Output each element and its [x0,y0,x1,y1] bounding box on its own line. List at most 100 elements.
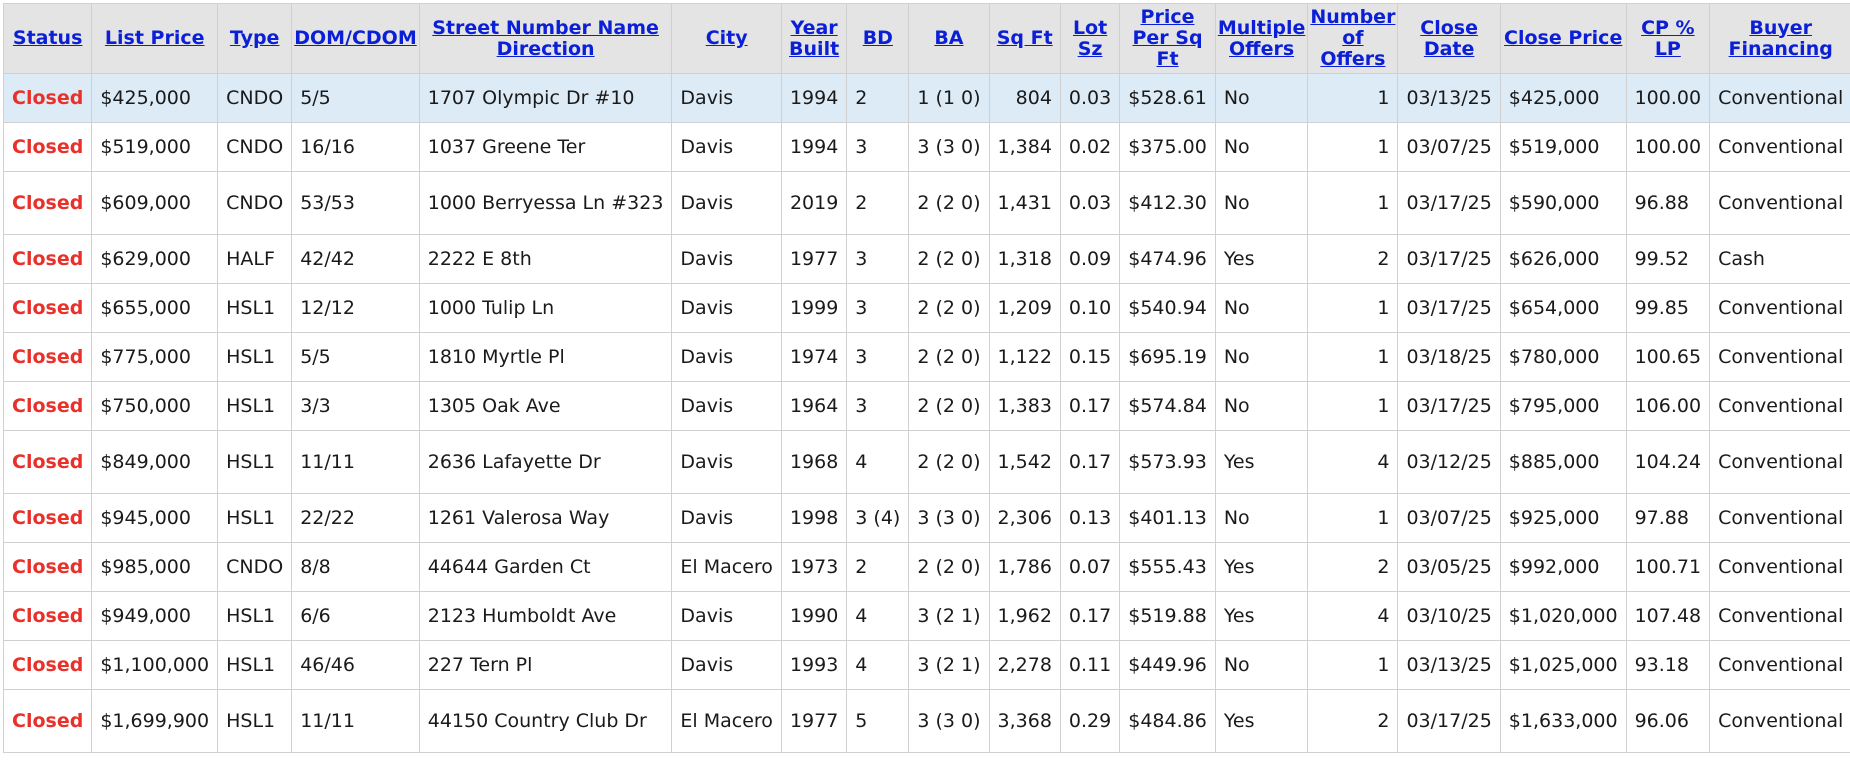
table-row[interactable]: Closed $949,000 HSL1 6/6 2123 Humboldt Ave Da… [2,591,1850,641]
cell-number-of-offers: 1 [1307,122,1399,172]
cell-address: 2222 E 8th [418,234,673,284]
cell-ba: 3 (3 0) [908,689,990,753]
cell-sq-ft: 1,962 [988,591,1061,641]
cell-close-price: $654,000 [1499,283,1627,333]
sort-link-city[interactable]: City [705,27,748,49]
col-header-year-built[interactable]: Year Built [780,3,848,74]
cell-multiple-offers: Yes [1214,591,1309,641]
cell-list-price: $849,000 [91,430,219,494]
sort-link-buyer-financing[interactable]: Buyer Financing [1728,16,1833,60]
cell-close-date: 03/12/25 [1397,430,1501,494]
cell-cp-lp: 93.18 [1625,640,1711,690]
table-row[interactable]: Closed $985,000 CNDO 8/8 44644 Garden Ct El M… [2,542,1850,592]
col-header-bd[interactable]: BD [846,3,910,74]
col-header-city[interactable]: City [671,3,782,74]
table-row[interactable]: Closed $849,000 HSL1 11/11 2636 Lafayette Dr… [2,430,1850,494]
cell-cp-lp: 107.48 [1625,591,1711,641]
sort-link-sq-ft[interactable]: Sq Ft [996,27,1053,49]
table-row[interactable]: Closed $945,000 HSL1 22/22 1261 Valerosa Way… [2,493,1850,543]
table-row[interactable]: Closed $425,000 CNDO 5/5 1707 Olympic Dr #10… [2,73,1850,123]
cell-ba: 3 (2 1) [908,591,990,641]
cell-multiple-offers: No [1214,332,1309,382]
col-header-sq-ft[interactable]: Sq Ft [988,3,1061,74]
cell-bd: 3 [846,381,910,431]
sort-link-list-price[interactable]: List Price [104,27,205,49]
sort-link-type[interactable]: Type [229,27,280,49]
cell-cp-lp: 100.00 [1625,73,1711,123]
cell-dom-cdom: 6/6 [291,591,420,641]
cell-year-built: 1993 [780,640,848,690]
table-row[interactable]: Closed $655,000 HSL1 12/12 1000 Tulip Ln Davi… [2,283,1850,333]
cell-close-date: 03/17/25 [1397,283,1501,333]
cell-year-built: 1998 [780,493,848,543]
cell-ba: 2 (2 0) [908,381,990,431]
cell-type: HSL1 [217,493,293,543]
col-header-dom-cdom[interactable]: DOM/CDOM [291,3,420,74]
col-header-lot-sz[interactable]: Lot Sz [1059,3,1121,74]
col-header-ba[interactable]: BA [908,3,990,74]
sort-link-close-date[interactable]: Close Date [1420,16,1478,60]
table-row[interactable]: Closed $629,000 HALF 42/42 2222 E 8th Davis 19… [2,234,1850,284]
cell-number-of-offers: 2 [1307,234,1399,284]
cell-close-date: 03/07/25 [1397,493,1501,543]
cell-cp-lp: 100.65 [1625,332,1711,382]
cell-bd: 4 [846,430,910,494]
cell-sq-ft: 2,278 [988,640,1061,690]
cell-sq-ft: 1,122 [988,332,1061,382]
sort-link-price-per-sqft[interactable]: Price Per Sq Ft [1132,6,1203,70]
col-header-cp-lp[interactable]: CP % LP [1625,3,1711,74]
sort-link-address[interactable]: Street Number Name Direction [432,16,659,60]
cell-multiple-offers: No [1214,381,1309,431]
col-header-price-per-sqft[interactable]: Price Per Sq Ft [1119,3,1216,74]
col-header-close-date[interactable]: Close Date [1397,3,1501,74]
cell-multiple-offers: No [1214,640,1309,690]
cell-cp-lp: 99.85 [1625,283,1711,333]
table-row[interactable]: Closed $775,000 HSL1 5/5 1810 Myrtle Pl Davis… [2,332,1850,382]
table-row[interactable]: Closed $609,000 CNDO 53/53 1000 Berryessa Ln… [2,171,1850,235]
sort-link-ba[interactable]: BA [934,27,964,49]
cell-city: Davis [671,283,782,333]
cell-type: HSL1 [217,591,293,641]
cell-address: 1000 Tulip Ln [418,283,673,333]
cell-year-built: 1973 [780,542,848,592]
sort-link-year-built[interactable]: Year Built [789,16,840,60]
cell-price-per-sqft: $574.84 [1119,381,1216,431]
cell-price-per-sqft: $540.94 [1119,283,1216,333]
sort-link-close-price[interactable]: Close Price [1504,27,1623,49]
col-header-status[interactable]: Status [2,3,93,74]
sort-link-cp-lp[interactable]: CP % LP [1641,16,1695,60]
col-header-list-price[interactable]: List Price [91,3,219,74]
cell-multiple-offers: Yes [1214,689,1309,753]
col-header-type[interactable]: Type [217,3,293,74]
cell-ba: 3 (3 0) [908,122,990,172]
col-header-multiple-offers[interactable]: Multiple Offers [1214,3,1309,74]
cell-buyer-financing: Cash [1709,234,1850,284]
sort-link-number-of-offers[interactable]: Number of Offers [1310,6,1396,70]
cell-address: 1707 Olympic Dr #10 [418,73,673,123]
sort-link-status[interactable]: Status [12,27,83,49]
col-header-buyer-financing[interactable]: Buyer Financing [1709,3,1850,74]
col-header-address[interactable]: Street Number Name Direction [418,3,673,74]
cell-year-built: 1977 [780,689,848,753]
cell-bd: 3 (4) [846,493,910,543]
col-header-close-price[interactable]: Close Price [1499,3,1627,74]
table-row[interactable]: Closed $1,100,000 HSL1 46/46 227 Tern Pl Davi… [2,640,1850,690]
table-row[interactable]: Closed $519,000 CNDO 16/16 1037 Greene Ter Da… [2,122,1850,172]
sort-link-dom-cdom[interactable]: DOM/CDOM [294,27,417,49]
cell-buyer-financing: Conventional [1709,493,1850,543]
cell-year-built: 1968 [780,430,848,494]
cell-list-price: $1,100,000 [91,640,219,690]
sort-link-lot-sz[interactable]: Lot Sz [1072,16,1108,60]
col-header-number-of-offers[interactable]: Number of Offers [1307,3,1399,74]
cell-buyer-financing: Conventional [1709,591,1850,641]
cell-status: Closed [2,73,93,123]
cell-close-price: $1,020,000 [1499,591,1627,641]
sort-link-bd[interactable]: BD [862,27,893,49]
cell-type: HSL1 [217,689,293,753]
table-row[interactable]: Closed $750,000 HSL1 3/3 1305 Oak Ave Davis 19… [2,381,1850,431]
cell-multiple-offers: No [1214,73,1309,123]
table-row[interactable]: Closed $1,699,900 HSL1 11/11 44150 Country C… [2,689,1850,753]
sort-link-multiple-offers[interactable]: Multiple Offers [1217,16,1306,60]
cell-bd: 3 [846,332,910,382]
cell-number-of-offers: 1 [1307,493,1399,543]
